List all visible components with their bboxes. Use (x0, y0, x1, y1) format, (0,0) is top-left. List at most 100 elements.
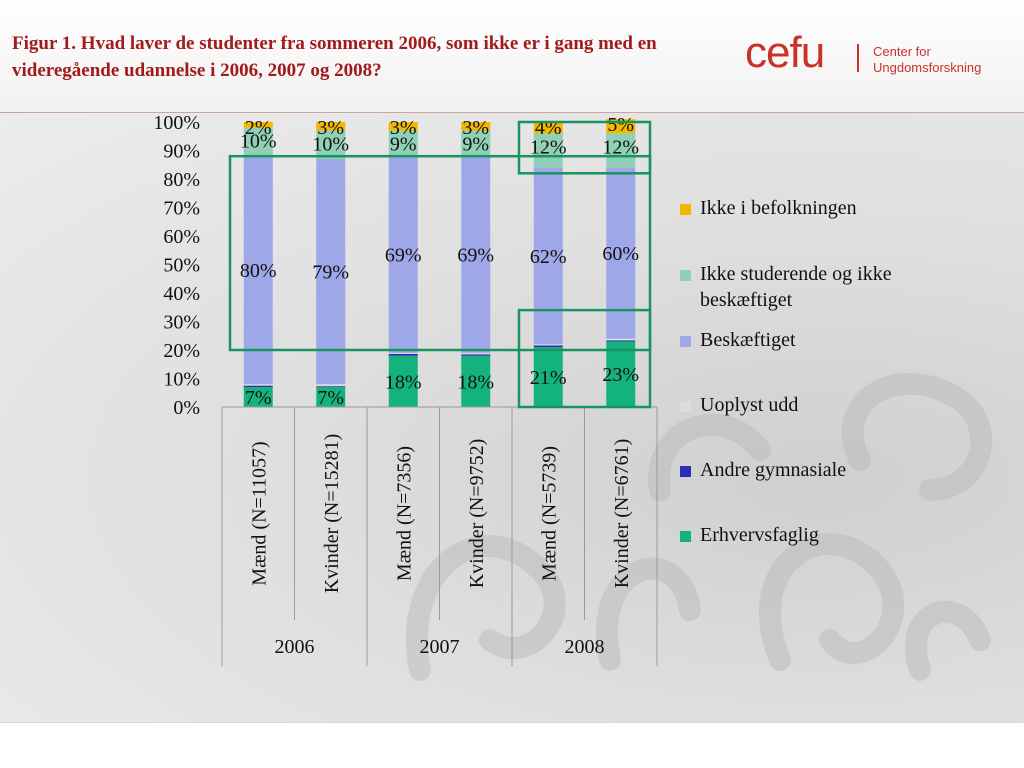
data-label: 23% (602, 364, 639, 386)
bar-segment (243, 156, 273, 385)
bar-segment (388, 122, 418, 131)
data-label: 12% (530, 136, 567, 158)
bar-segment (243, 385, 273, 388)
highlight-box (517, 308, 652, 409)
bar-series (243, 119, 636, 407)
legend-swatch (680, 204, 691, 215)
legend-label: Beskæftiget (700, 329, 796, 351)
bar-segment (461, 130, 491, 157)
bar-segment (533, 133, 563, 168)
legend-label: Ikke studerende og ikke beskæftiget (700, 263, 892, 311)
bar-segment (461, 355, 491, 407)
y-tick-label: 0% (173, 397, 200, 419)
legend-swatch (680, 401, 691, 412)
x-category-label: Kvinder (N=9752) (466, 439, 488, 589)
legend-swatch (680, 336, 691, 347)
logo-subtitle: Center for Ungdomsforskning (873, 44, 981, 76)
slide-title: Figur 1. Hvad laver de studenter fra som… (12, 33, 657, 81)
legend-label: Ikke i befolkningen (700, 197, 857, 219)
bar-segment (606, 341, 636, 407)
x-category-label: Mænd (N=5739) (538, 446, 560, 581)
legend-swatch (680, 531, 691, 542)
bar-segment (388, 156, 418, 353)
logo-subtitle-line1: Center for (873, 44, 931, 59)
footer-divider (0, 722, 1024, 723)
legend-label: Uoplyst udd (700, 394, 799, 416)
data-label: 18% (457, 371, 494, 393)
y-tick-label: 10% (163, 369, 200, 391)
bar-segment (533, 347, 563, 407)
bar-segment (316, 159, 346, 385)
data-label: 21% (530, 367, 567, 389)
x-category-label: Kvinder (N=15281) (321, 434, 343, 594)
bar-segment (388, 130, 418, 157)
watermark-icon (405, 372, 993, 681)
x-category-label: Kvinder (N=6761) (611, 439, 633, 589)
bar-segment (461, 352, 491, 355)
bar-segment (243, 122, 273, 128)
bar-segment (388, 355, 418, 407)
bar-segment (388, 353, 418, 356)
bar-segment (533, 344, 563, 346)
data-label: 69% (385, 245, 422, 267)
x-category-label: Mænd (N=7356) (393, 446, 415, 581)
data-label: 4% (535, 117, 562, 139)
highlight-box (517, 120, 652, 175)
highlight-boxes (228, 120, 652, 409)
bar-segment (533, 345, 563, 348)
bar-segment (461, 354, 491, 356)
y-tick-label: 20% (163, 340, 200, 362)
data-label: 5% (607, 114, 634, 136)
y-tick-label: 100% (153, 113, 200, 134)
data-label: 62% (530, 246, 567, 268)
bar-segment (461, 156, 491, 353)
bar-segment (316, 130, 346, 160)
y-axis: 0% 10% 20% 30% 40% 50% 60% 70% 80% 90% 100% (153, 113, 200, 419)
data-label: 80% (240, 260, 277, 282)
y-tick-label: 90% (163, 141, 200, 163)
logo-subtitle-line2: Ungdomsforskning (873, 60, 982, 75)
bar-segment (388, 352, 418, 354)
legend-label: Erhvervsfaglig (700, 524, 819, 546)
bar-segment (533, 122, 563, 134)
legend-label: Andre gymnasiale (700, 459, 847, 481)
bar-segment (606, 338, 636, 341)
bar-segment (606, 133, 636, 168)
data-label: 7% (245, 387, 272, 409)
bar-segment (243, 387, 273, 407)
x-category-label: Mænd (N=11057) (248, 441, 270, 585)
y-tick-label: 70% (163, 198, 200, 220)
bar-segment (316, 387, 346, 407)
highlight-box (228, 154, 652, 352)
data-label: 12% (602, 136, 639, 158)
y-tick-label: 40% (163, 283, 200, 305)
bar-segment (243, 384, 273, 386)
data-label: 7% (317, 387, 344, 409)
y-tick-label: 60% (163, 226, 200, 248)
header-divider (0, 112, 1024, 113)
bar-segment (243, 127, 273, 157)
data-labels: 7%80%10%2%7%79%10%3%18%69%9%3%18%69%9%3%… (240, 114, 639, 409)
data-label: 69% (457, 245, 494, 267)
y-tick-label: 80% (163, 169, 200, 191)
legend-swatch (680, 466, 691, 477)
data-label: 3% (317, 117, 344, 139)
bar-segment (606, 340, 636, 342)
x-group-label: 2006 (275, 636, 315, 658)
bar-segment (316, 386, 346, 388)
bar-segment (316, 122, 346, 131)
data-label: 10% (240, 131, 277, 153)
bar-segment (461, 122, 491, 131)
logo-separator (857, 44, 859, 72)
bar-segment (316, 384, 346, 387)
data-label: 9% (390, 134, 417, 156)
y-tick-label: 50% (163, 255, 200, 277)
data-label: 79% (312, 262, 349, 284)
stacked-bar-chart: 0% 10% 20% 30% 40% 50% 60% 70% 80% 90% 100% 7% 80% 1… (153, 113, 658, 666)
logo-wordmark: cefu (745, 28, 825, 77)
x-axis: Mænd (N=11057) Kvinder (N=15281) Mænd (N=7… (221, 406, 658, 666)
data-label: 9% (462, 134, 489, 156)
data-label: 2% (245, 117, 272, 139)
header-band (0, 0, 1024, 113)
y-tick-label: 30% (163, 312, 200, 334)
